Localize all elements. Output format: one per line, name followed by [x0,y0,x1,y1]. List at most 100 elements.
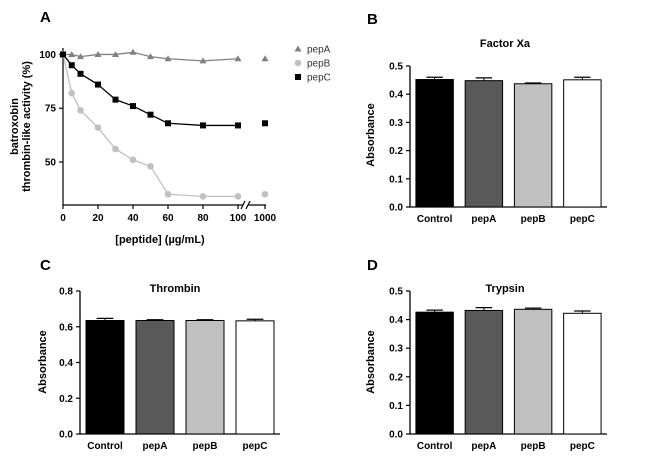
panel-c-ylabel: Absorbance [37,330,49,394]
panel-a-xtick-label: 100 [230,213,247,224]
series-pepB-point [234,193,242,200]
ytick-label: 0.4 [389,315,403,326]
series-pepC-point [112,96,119,103]
ytick-label: 0.4 [59,358,73,369]
ytick-label: 0.0 [389,203,403,214]
series-pepA-point [164,55,172,62]
series-pepA-point [147,53,154,60]
series-pepC-point [130,103,136,110]
panel-a-xtick-label: 20 [92,213,104,224]
series-pepB-point [199,193,207,200]
series-pepB-segment [80,109,99,129]
panel-a-series [59,48,269,200]
series-pepB-point [147,162,154,170]
panel-a-ylabel-line1: batroxobin [9,98,21,155]
panel-a-x-ticks: 0 20 40 60 80 100 1000 [60,205,277,224]
series-pepC [60,51,268,129]
series-pepC-point [95,81,101,88]
panel-d-plot: 0.0 0.1 0.2 0.3 0.4 0.5 Control pepA pepB pepC [389,287,607,452]
series-pepA-point [129,48,137,55]
panel-a-y-ticks: 50 75 100 [39,50,63,168]
series-pepB-segment [62,54,73,94]
panel-letter-a: A [40,9,51,26]
panel-a-ylabel-line2: thrombin-like activity (%) [21,61,33,192]
series-pepC-point [235,122,241,129]
bar-control [415,79,454,208]
series-pepB-point [77,107,84,114]
panel-c-title: Thrombin [150,283,201,295]
legend-label-pepB: pepB [307,59,331,70]
series-pepC-point [262,120,268,127]
series-pepB-segment [167,193,204,198]
series-pepB-point [261,190,269,198]
panel-letter-b: B [367,11,378,28]
legend-marker-pepC [295,74,301,80]
panel-d-ylabel: Absorbance [365,330,377,394]
series-pepA-segment [167,58,204,62]
panel-a-xtick-label: 60 [162,213,174,224]
panel-d-bar-chart: D Trypsin Absorbance 0.0 0.1 0.2 0.3 0.4 0.5 C… [365,257,607,452]
ytick-label: 0.2 [59,394,73,405]
series-pepA-point [234,55,242,62]
series-pepC-point [165,120,171,127]
series-pepB-segment [97,127,117,150]
category-label-pepc: pepC [570,441,595,452]
legend-marker-pepB [294,59,302,67]
category-label-control: Control [87,441,123,452]
panel-a-legend: pepA pepB pepC [294,45,331,84]
ytick-label: 0.2 [389,372,403,383]
series-pepB-segment [149,165,169,195]
ytick-label: 0.2 [389,146,403,157]
series-pepB-point [94,124,102,131]
series-pepA-point [261,55,269,62]
category-label-control: Control [417,214,453,225]
panel-b-plot: 0.0 0.1 0.2 0.3 0.4 0.5 Control pepA pepB pepC [389,62,607,225]
category-label-pepa: pepA [143,441,168,452]
panel-a-ytick-label: 100 [39,50,56,61]
series-pepA-point [112,50,119,57]
panel-b-ylabel: Absorbance [365,103,377,167]
ytick-label: 0.3 [389,344,403,355]
category-label-pepb: pepB [521,441,546,452]
series-pepC-point [77,70,84,77]
ytick-label: 0.0 [59,430,73,441]
ytick-label: 0.0 [389,430,403,441]
series-pepC-point [68,62,75,69]
panel-a-axes [62,48,266,210]
bar-pepc [235,320,275,435]
series-pepB-point [164,190,172,198]
bar-pepa [135,319,175,435]
bar-pepc [563,79,602,208]
panel-a-ytick-label: 50 [45,157,57,168]
series-pepB-segment [115,148,134,161]
panel-letter-d: D [367,257,378,274]
legend-marker-pepA [294,45,302,52]
series-pepB-point [129,156,137,164]
panel-letter-c: C [40,257,51,274]
series-pepC-point [147,111,154,118]
panel-d-title: Trypsin [485,283,524,295]
panel-a-ytick-label: 75 [45,104,57,115]
bar-pepa [464,309,504,435]
panel-a-axis-break-left [240,200,246,210]
bar-control [415,311,454,435]
panel-b-title: Factor Xa [480,38,531,50]
series-pepB-point [68,89,76,97]
series-pepA-point [68,50,76,57]
ytick-label: 0.8 [59,287,73,298]
series-pepA-segment [202,58,239,62]
panel-c-plot: 0.0 0.2 0.4 0.6 0.8 Control pepA pepB pepC [59,287,280,452]
category-label-pepc: pepC [570,214,595,225]
panel-a-xtick-label: 0 [60,213,66,224]
category-label-pepb: pepB [193,441,218,452]
series-pepC-segment [167,122,204,127]
ytick-label: 0.5 [389,287,403,298]
legend-label-pepC: pepC [307,73,331,84]
ytick-label: 0.5 [389,62,403,73]
bar-pepb [185,319,225,435]
series-pepC-point [60,51,66,58]
ytick-label: 0.6 [59,322,73,333]
ytick-label: 0.1 [389,174,403,185]
category-label-pepa: pepA [471,441,496,452]
